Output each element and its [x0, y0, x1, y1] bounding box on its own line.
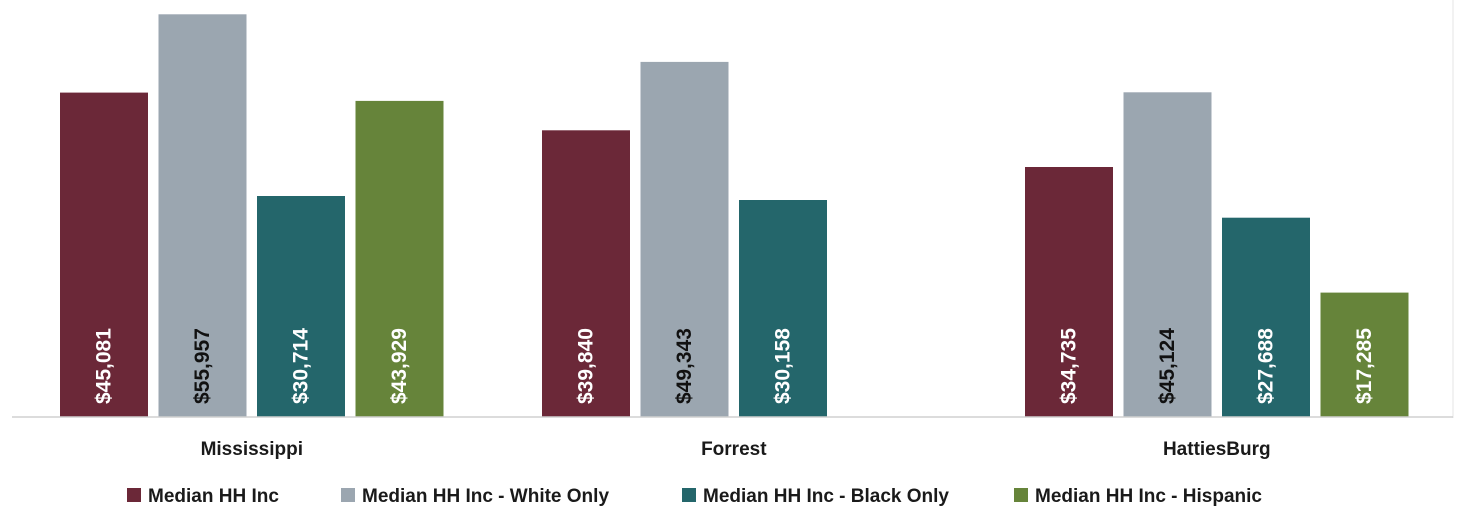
bar-forrest-s1	[640, 61, 729, 418]
bar-hattiesburg-s2	[1222, 217, 1310, 417]
legend-label: Median HH Inc - Hispanic	[1035, 486, 1262, 507]
bar-labels-group: $45,081 $55,957 $30,714 $43,929 $39,840 $49,3…	[93, 328, 1377, 404]
bar-hattiesburg-s1	[1123, 92, 1212, 418]
legend-item: Median HH Inc - White Only	[341, 486, 609, 507]
bar-mississippi-s1	[158, 14, 247, 418]
legend-swatch	[341, 488, 355, 502]
x-tick-label: Mississippi	[201, 439, 303, 460]
bar-forrest-s0	[542, 130, 630, 418]
legend-label: Median HH Inc - White Only	[362, 486, 609, 507]
data-label: $17,285	[1353, 328, 1376, 404]
bar-mississippi-s2	[257, 196, 345, 417]
data-label: $49,343	[673, 328, 696, 404]
bar-mississippi-s3	[355, 100, 444, 418]
data-label: $30,714	[290, 328, 313, 404]
bar-hattiesburg-s0	[1025, 167, 1113, 417]
data-label: $45,081	[93, 328, 116, 404]
bar-forrest-s2	[739, 200, 827, 417]
legend-item: Median HH Inc - Hispanic	[1014, 486, 1262, 507]
data-label: $45,124	[1156, 328, 1179, 404]
legend-item: Median HH Inc - Black Only	[682, 486, 949, 507]
data-label: $34,735	[1058, 328, 1081, 404]
data-label: $30,158	[772, 328, 795, 404]
category-labels-group: Mississippi Forrest HattiesBurg	[201, 439, 1271, 460]
bar-hattiesburg-s3	[1320, 292, 1409, 417]
data-label: $27,688	[1255, 328, 1278, 404]
x-tick-label: HattiesBurg	[1163, 439, 1271, 460]
x-tick-label: Forrest	[701, 439, 767, 460]
legend-label: Median HH Inc	[148, 486, 279, 507]
legend: Median HH Inc Median HH Inc - White Only M…	[127, 486, 1262, 507]
data-label: $39,840	[575, 328, 598, 404]
bars-group	[60, 14, 1409, 418]
legend-swatch	[682, 488, 696, 502]
bar-mississippi-s0	[60, 92, 148, 417]
legend-label: Median HH Inc - Black Only	[703, 486, 949, 507]
legend-swatch	[1014, 488, 1028, 502]
legend-swatch	[127, 488, 141, 502]
data-label: $43,929	[388, 328, 411, 404]
data-label: $55,957	[191, 328, 214, 404]
legend-item: Median HH Inc	[127, 486, 279, 507]
